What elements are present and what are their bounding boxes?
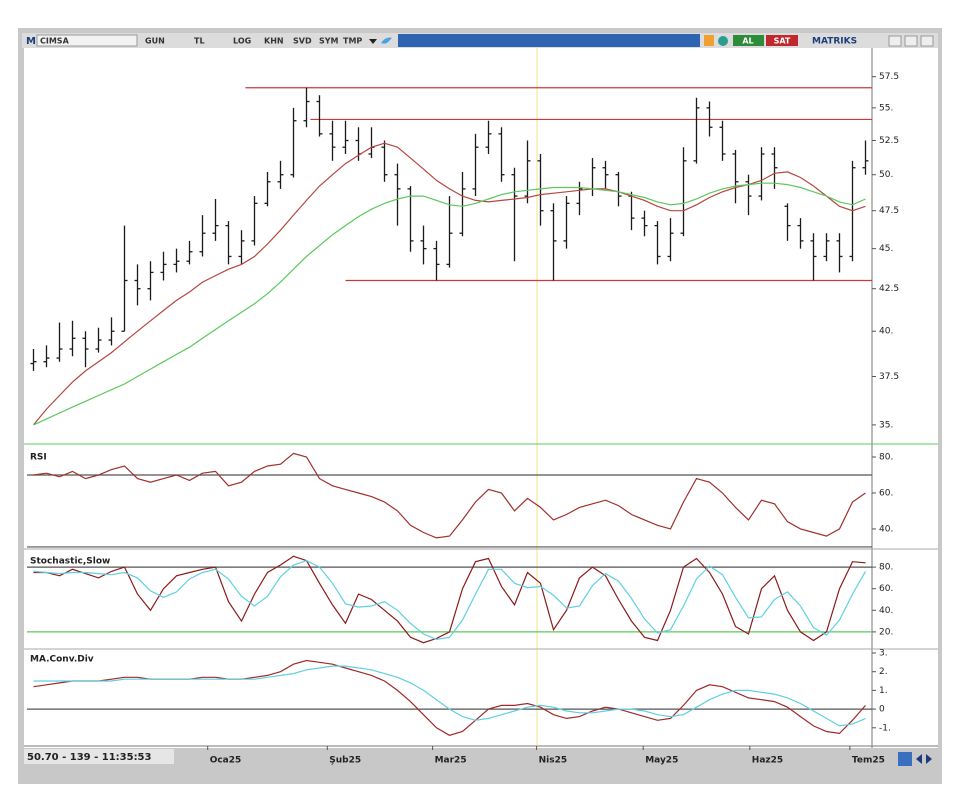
y-tick-label: 35. xyxy=(879,420,893,430)
toolbar-button[interactable]: SYM xyxy=(319,37,339,46)
window-button[interactable] xyxy=(920,35,934,47)
panel-title: MA.Conv.Div xyxy=(30,655,94,665)
toolbar-button[interactable]: LOG xyxy=(233,37,251,46)
status: 50.70 - 139 - 11:35:53 xyxy=(27,752,152,763)
y-tick-label: 3. xyxy=(879,648,888,658)
icon[interactable] xyxy=(704,35,714,46)
window-button[interactable] xyxy=(888,35,902,47)
line xyxy=(33,452,866,539)
y-tick-label: 60. xyxy=(879,488,893,498)
x-tick-label: Oca25 xyxy=(210,756,242,766)
sell-button[interactable] xyxy=(766,35,798,46)
y-tick-label: 20. xyxy=(879,627,893,637)
y-tick-label: 45. xyxy=(879,244,893,254)
y-tick-label: 37.5 xyxy=(879,372,899,382)
y-tick-label: -1. xyxy=(879,723,891,733)
y-tick-label: 50. xyxy=(879,170,893,180)
y-tick-label: 1. xyxy=(879,686,888,696)
nav-icon[interactable] xyxy=(898,752,912,766)
line xyxy=(33,142,866,426)
y-tick-label: 42.5 xyxy=(879,284,899,294)
panel-title: Stochastic,Slow xyxy=(30,557,110,567)
panel-title: RSI xyxy=(30,453,47,463)
chart-area xyxy=(24,48,938,748)
dropdown-arrow[interactable] xyxy=(369,39,377,44)
y-tick-label: 60. xyxy=(879,584,893,594)
toolbar-button[interactable]: TL xyxy=(194,37,205,46)
x-tick-label: Nis25 xyxy=(539,756,568,766)
buy-label[interactable]: AL xyxy=(742,37,753,46)
sell-label[interactable]: SAT xyxy=(774,37,791,46)
line xyxy=(33,182,866,426)
toolbar-blue-strip xyxy=(398,34,700,47)
brand: MATRIKS xyxy=(812,37,857,47)
y-tick-label: 40. xyxy=(879,606,893,616)
line xyxy=(33,559,867,641)
share-icon[interactable] xyxy=(381,37,392,44)
y-tick-label: 40. xyxy=(879,327,893,337)
y-tick-label: 47.5 xyxy=(879,206,899,216)
x-tick-label: Mar25 xyxy=(435,756,467,766)
y-tick-label: 55. xyxy=(879,103,893,113)
y-tick-label: 80. xyxy=(879,452,893,462)
y-tick-label: 40. xyxy=(879,524,893,534)
plot: 57.5 55. 52.5 50. 47.5 45. 42.5 40. 37.5 35. RSI 80… xyxy=(27,72,899,766)
window-button[interactable] xyxy=(904,35,918,47)
toolbar-button[interactable]: KHN xyxy=(264,37,284,46)
toolbar-button[interactable]: SVD xyxy=(293,37,312,46)
x-tick-label: Şub25 xyxy=(329,756,361,766)
logo[interactable]: M xyxy=(26,36,36,47)
symbol-box[interactable] xyxy=(36,34,138,47)
y-tick-label: 2. xyxy=(879,667,888,677)
x-tick-label: Haz25 xyxy=(752,756,783,766)
nav-arrows[interactable] xyxy=(916,754,932,764)
toolbar-button[interactable]: GUN xyxy=(145,37,165,46)
x-tick-label: May25 xyxy=(645,756,678,766)
line xyxy=(33,555,866,644)
line xyxy=(33,665,866,727)
toolbar-button[interactable]: TMP xyxy=(343,37,362,46)
buy-button[interactable] xyxy=(733,35,764,46)
status-box xyxy=(24,749,174,764)
y-tick-label: 57.5 xyxy=(879,72,899,82)
y-tick-label: 0 xyxy=(879,705,885,715)
y-tick-label: 80. xyxy=(879,563,893,573)
x-tick-label: Tem25 xyxy=(852,756,885,766)
icon[interactable] xyxy=(718,36,728,46)
y-tick-label: 52.5 xyxy=(879,136,899,146)
symbol[interactable]: CIMSA xyxy=(40,37,70,46)
